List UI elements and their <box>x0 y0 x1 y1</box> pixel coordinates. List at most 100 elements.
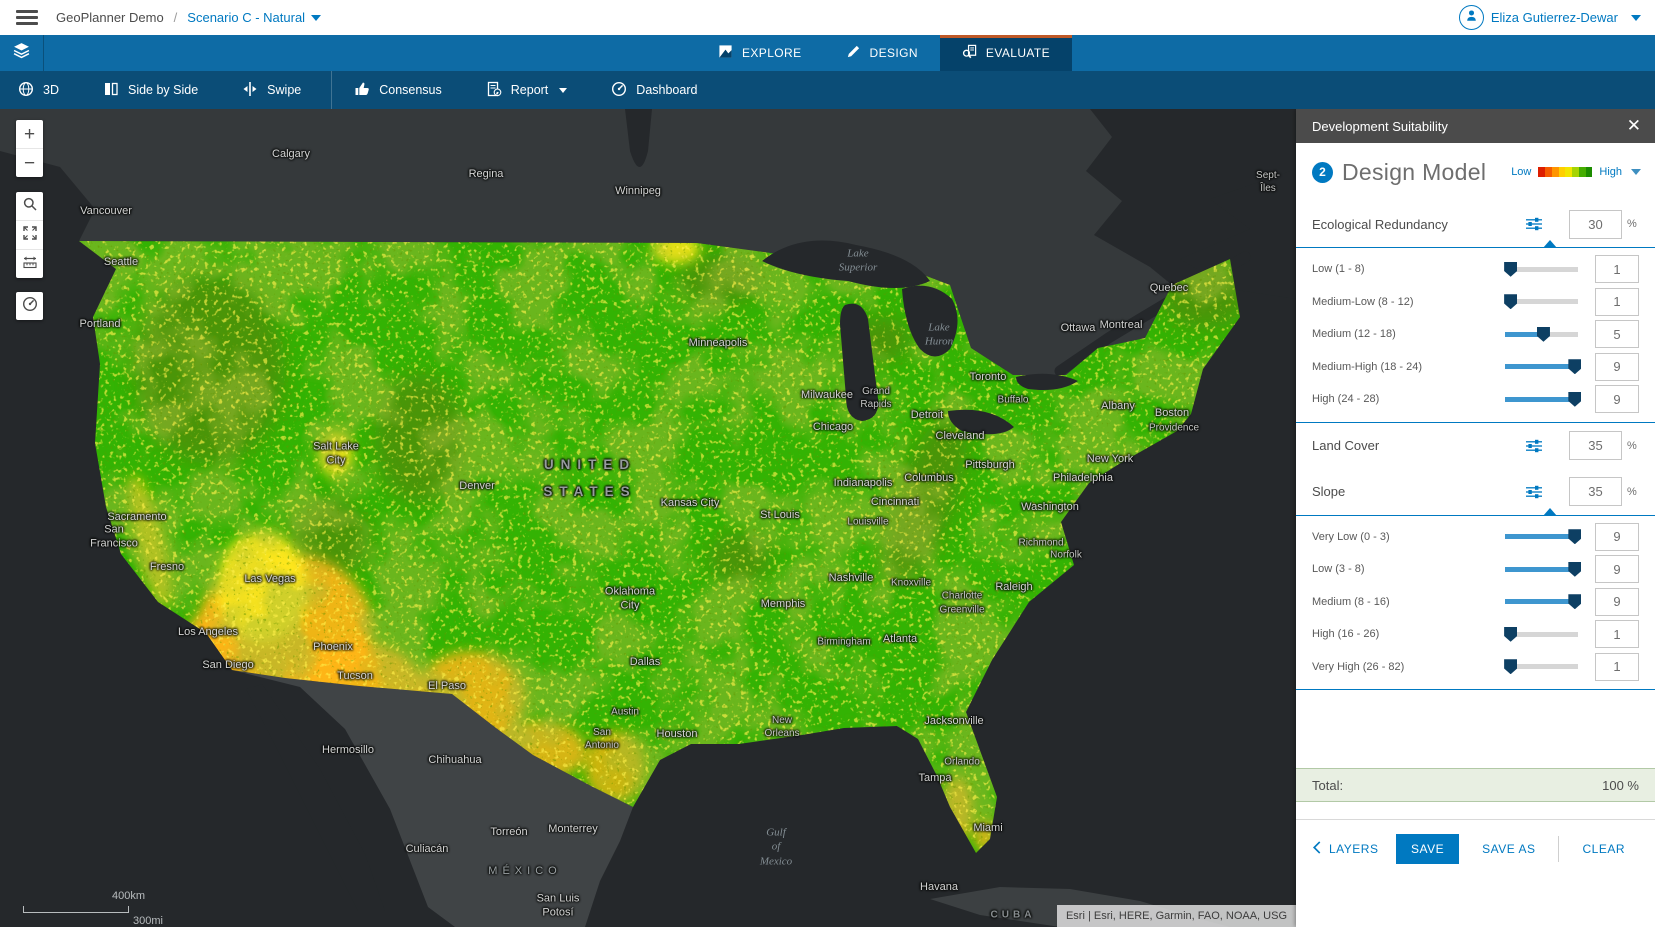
class-label: Medium-High (18 - 24) <box>1312 360 1423 373</box>
class-rows: Low (1 - 8) 1 Medium-Low (8 - 12) 1 Medium (… <box>1296 248 1655 422</box>
toolbar-label: Report <box>510 83 549 97</box>
hamburger-menu-icon[interactable] <box>16 10 38 25</box>
slider-thumb[interactable] <box>1568 529 1582 545</box>
side-by-side-icon <box>103 81 119 100</box>
slider-thumb[interactable] <box>1504 659 1518 675</box>
design-icon <box>846 44 861 62</box>
slider-thumb[interactable] <box>1568 391 1582 407</box>
layers-icon <box>13 42 30 64</box>
zoom-out-button[interactable]: − <box>16 148 43 177</box>
class-value-input[interactable]: 9 <box>1595 522 1639 551</box>
slider-thumb[interactable] <box>1504 261 1518 277</box>
toolbar-label: Consensus <box>379 83 442 97</box>
class-weight-slider[interactable] <box>1505 561 1582 577</box>
class-value-input[interactable]: 1 <box>1595 255 1639 284</box>
class-value-input[interactable]: 9 <box>1595 352 1639 381</box>
measure-icon <box>22 254 38 275</box>
toolbar-divider <box>331 71 333 109</box>
search-button[interactable] <box>16 192 43 220</box>
class-weight-slider[interactable] <box>1504 261 1578 277</box>
suitability-legend[interactable]: Low High <box>1511 166 1641 178</box>
scenario-name: Scenario C - Natural <box>187 10 306 25</box>
toolbar-report-button[interactable]: Report <box>468 71 594 109</box>
class-weight-slider[interactable] <box>1505 391 1582 407</box>
class-row: Medium-High (18 - 24) 9 <box>1296 351 1655 384</box>
class-value-input[interactable]: 1 <box>1595 652 1639 681</box>
class-weight-slider[interactable] <box>1505 326 1578 342</box>
factor-weight-input[interactable]: 35 <box>1569 477 1622 506</box>
legend-color-ramp <box>1538 167 1593 177</box>
measure-button[interactable] <box>16 249 43 278</box>
slider-thumb[interactable] <box>1504 626 1518 642</box>
section-separator <box>1296 689 1655 690</box>
slider-thumb[interactable] <box>1536 326 1550 342</box>
user-menu[interactable]: Eliza Gutierrez-Dewar <box>1458 5 1655 30</box>
tab-explore[interactable]: EXPLORE <box>696 35 824 71</box>
class-value-input[interactable]: 9 <box>1595 587 1639 616</box>
factor-land-cover: Land Cover 35% <box>1296 423 1655 469</box>
sliders-icon[interactable] <box>1525 217 1543 231</box>
slider-thumb[interactable] <box>1568 561 1582 577</box>
class-weight-slider[interactable] <box>1504 659 1578 675</box>
section-separator <box>1296 421 1655 423</box>
class-weight-slider[interactable] <box>1505 359 1582 375</box>
save-button[interactable]: SAVE <box>1396 834 1460 864</box>
class-weight-slider[interactable] <box>1505 594 1582 610</box>
person-icon <box>1464 8 1479 28</box>
sliders-icon[interactable] <box>1525 485 1543 499</box>
tab-design[interactable]: DESIGN <box>824 35 940 71</box>
close-icon[interactable]: ✕ <box>1626 116 1641 135</box>
tab-evaluate[interactable]: EVALUATE <box>939 35 1073 71</box>
class-value-input[interactable]: 5 <box>1595 320 1639 349</box>
toolbar-consensus-button[interactable]: Consensus <box>336 71 468 109</box>
class-value-input[interactable]: 1 <box>1595 620 1639 649</box>
class-weight-slider[interactable] <box>1505 529 1582 545</box>
slider-thumb[interactable] <box>1504 294 1518 310</box>
class-row: Very Low (0 - 3) 9 <box>1296 521 1655 554</box>
class-label: Low (3 - 8) <box>1312 563 1365 576</box>
toolbar-label: Swipe <box>267 83 302 97</box>
dashboard-icon <box>611 81 627 100</box>
map-attribution: Esri | Esri, HERE, Garmin, FAO, NOAA, US… <box>1056 905 1296 927</box>
toolbar-3d-button[interactable]: 3D <box>0 71 85 109</box>
gauge-button[interactable] <box>16 292 43 320</box>
toolbar-swipe-button[interactable]: Swipe <box>224 71 327 109</box>
action-toolbar: 3D Side by Side Swipe Consensus Report Dashbo… <box>0 71 1655 109</box>
app-title: GeoPlanner Demo <box>56 10 164 25</box>
class-label: Medium-Low (8 - 12) <box>1312 295 1414 308</box>
scenario-selector[interactable]: Scenario C - Natural <box>187 10 322 25</box>
legend-low-label: Low <box>1511 166 1532 178</box>
class-rows: Very Low (0 - 3) 9 Low (3 - 8) 9 Medium (8 -… <box>1296 516 1655 690</box>
class-weight-slider[interactable] <box>1504 294 1578 310</box>
class-value-input[interactable]: 9 <box>1595 555 1639 584</box>
extent-button[interactable] <box>16 220 43 249</box>
top-bar: GeoPlanner Demo / Scenario C - Natural E… <box>0 0 1655 35</box>
collapse-caret-icon[interactable] <box>1543 240 1557 248</box>
factor-weight-input[interactable]: 35 <box>1569 431 1622 460</box>
total-label: Total: <box>1312 777 1344 793</box>
design-model-title: Design Model <box>1342 158 1487 185</box>
layers-toggle-button[interactable] <box>0 35 44 71</box>
zoom-in-button[interactable]: + <box>23 123 36 145</box>
map-canvas[interactable]: Vancouver Calgary Regina Winnipeg Seattle Por… <box>0 109 1296 927</box>
class-weight-slider[interactable] <box>1504 626 1578 642</box>
clear-button[interactable]: CLEAR <box>1576 841 1631 857</box>
evaluate-icon <box>962 44 977 62</box>
layers-back-link[interactable]: LAYERS <box>1312 841 1396 857</box>
slider-thumb[interactable] <box>1568 359 1582 375</box>
save-as-button[interactable]: SAVE AS <box>1476 841 1541 857</box>
class-value-input[interactable]: 1 <box>1595 287 1639 316</box>
sliders-icon[interactable] <box>1525 439 1543 453</box>
design-model-row: 2 Design Model Low High <box>1296 143 1655 201</box>
swipe-icon <box>242 81 258 100</box>
toolbar-side-by-side-button[interactable]: Side by Side <box>85 71 224 109</box>
zoom-controls: + − <box>16 120 43 177</box>
class-value-input[interactable]: 9 <box>1595 385 1639 414</box>
toolbar-dashboard-button[interactable]: Dashboard <box>593 71 723 109</box>
collapse-caret-icon[interactable] <box>1543 507 1557 516</box>
factor-weight-input[interactable]: 30 <box>1569 209 1622 239</box>
class-row: Medium (12 - 18) 5 <box>1296 318 1655 351</box>
slider-thumb[interactable] <box>1568 594 1582 610</box>
class-label: Medium (12 - 18) <box>1312 328 1396 341</box>
class-row: Medium-Low (8 - 12) 1 <box>1296 286 1655 319</box>
